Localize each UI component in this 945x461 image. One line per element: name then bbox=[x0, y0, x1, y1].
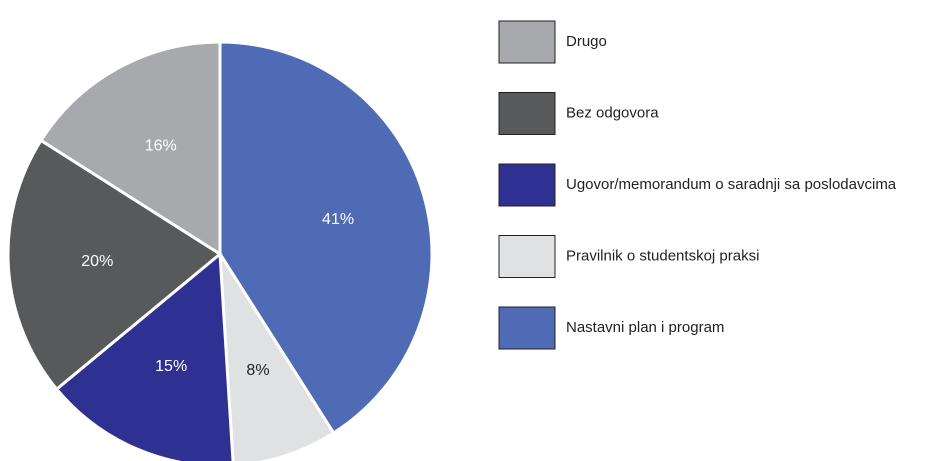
legend-label: Ugovor/memorandum o saradnji sa poslodav… bbox=[566, 176, 897, 193]
legend-swatch bbox=[498, 235, 556, 278]
slice-label: 8% bbox=[246, 362, 269, 379]
legend-label: Nastavni plan i program bbox=[566, 319, 724, 336]
legend-label: Bez odgovora bbox=[566, 104, 659, 121]
pie-slice bbox=[38, 40, 222, 257]
slice-label: 16% bbox=[145, 137, 177, 154]
legend-swatch bbox=[498, 92, 556, 135]
slice-label: 15% bbox=[155, 358, 187, 375]
slice-label: 41% bbox=[322, 211, 354, 228]
legend-label: Pravilnik o studentskoj praksi bbox=[566, 247, 759, 264]
legend-swatch bbox=[498, 163, 556, 207]
legend-label: Drugo bbox=[566, 33, 607, 50]
slice-label: 20% bbox=[81, 253, 113, 270]
pie-slice bbox=[54, 250, 235, 461]
pie-slice bbox=[6, 138, 223, 392]
legend-swatch bbox=[498, 20, 556, 64]
legend-swatch bbox=[498, 306, 556, 350]
pie-slice bbox=[218, 253, 336, 461]
